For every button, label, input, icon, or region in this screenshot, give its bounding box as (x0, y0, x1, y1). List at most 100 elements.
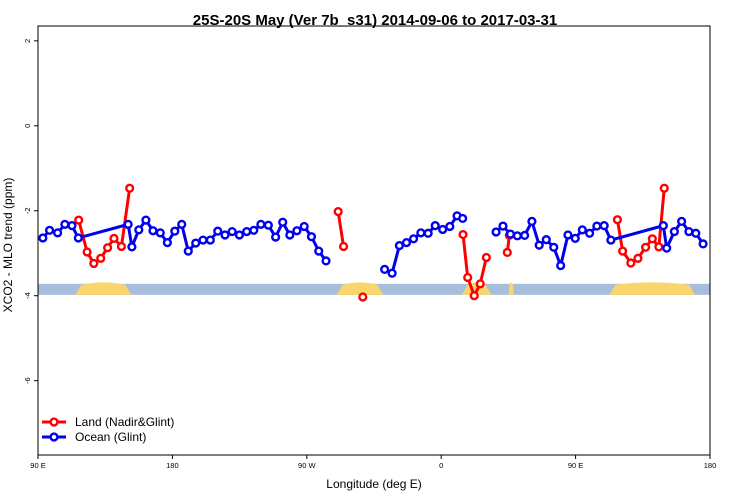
series-ocean-point (44, 225, 55, 235)
series-ocean-point (541, 235, 551, 245)
series-ocean-point (394, 240, 404, 251)
series-land-line (336, 211, 346, 247)
plot-frame (37, 25, 711, 456)
x-axis-label: Longitude (deg E) (326, 477, 421, 491)
series-ocean-point (401, 238, 412, 248)
series-land-point (74, 215, 84, 225)
series-ocean-point (556, 260, 566, 271)
legend: Land (Nadir&Glint)Ocean (Glint) (42, 415, 174, 444)
series-land-point (463, 272, 473, 283)
x-tick-label: 90 W (298, 461, 316, 470)
series-land-point (96, 253, 106, 263)
series-land-point (654, 242, 664, 252)
series-ocean-point (73, 233, 83, 243)
series-ocean-point (423, 228, 433, 238)
series-ocean-point (527, 216, 537, 226)
series-ocean-point (148, 226, 158, 236)
series-ocean-point (662, 243, 672, 253)
y-tick-label: -6 (23, 377, 32, 384)
series-land-point (659, 183, 669, 193)
x-tick-label: 0 (439, 461, 443, 470)
series-ocean-point (380, 264, 390, 274)
series-ocean-point (584, 228, 595, 238)
series-ocean-point (38, 233, 48, 243)
series-land-point (333, 207, 343, 217)
series-ocean-point (314, 246, 324, 256)
legend-ocean-label: Ocean (Glint) (75, 430, 146, 444)
series-land-point (338, 241, 349, 252)
series-ocean-point (669, 226, 679, 237)
series-ocean-point (278, 217, 288, 227)
series-land-point (125, 183, 135, 193)
series-land-point (116, 241, 127, 252)
series-land-point (647, 234, 657, 244)
series-ocean-point (177, 219, 187, 229)
land-band-segment (508, 282, 514, 295)
series-land-point (458, 229, 468, 240)
series-ocean-point (445, 221, 455, 232)
series-ocean-point (321, 256, 331, 266)
y-axis: 2 0 -2 -4 -6 (23, 39, 38, 384)
series-ocean-point (606, 235, 616, 245)
x-tick-label: 180 (704, 461, 717, 470)
legend-land-label: Land (Nadir&Glint) (75, 415, 174, 429)
y-tick-label: 0 (23, 124, 32, 128)
series-layer (38, 183, 708, 302)
series-ocean-point (408, 234, 419, 244)
series-ocean-point (205, 235, 215, 245)
x-tick-label: 90 E (30, 461, 45, 470)
series-ocean-point (170, 226, 180, 236)
series-ocean-point (292, 226, 302, 236)
series-ocean-point (677, 216, 687, 226)
series-land-point (103, 243, 113, 253)
series-ocean-point (438, 224, 448, 235)
series-land-point (502, 247, 512, 257)
x-tick-label: 90 E (568, 461, 583, 470)
series-ocean-point (155, 228, 165, 238)
series-ocean-point (242, 226, 252, 237)
series-ocean-point (220, 230, 230, 240)
series-ocean-point (162, 238, 172, 248)
series-ocean-point (60, 219, 70, 229)
series-ocean-point (498, 221, 508, 231)
series-ocean-point (458, 213, 468, 224)
series-ocean-point (123, 219, 133, 229)
series-ocean-point (213, 226, 223, 236)
y-tick-label: -4 (23, 292, 32, 299)
series-land-point (640, 242, 651, 252)
y-tick-label: 2 (23, 39, 32, 43)
series-ocean-point (491, 227, 501, 237)
series-ocean-point (549, 242, 559, 252)
x-tick-label: 180 (166, 461, 179, 470)
series-ocean-point (191, 238, 201, 248)
series-ocean-point (691, 228, 701, 238)
series-ocean-point (306, 232, 317, 242)
series-land-point (109, 233, 119, 243)
series-ocean-point (563, 230, 573, 240)
series-ocean-point (299, 221, 309, 232)
series-ocean-point (256, 219, 266, 229)
y-axis-label: XCO2 - MLO trend (ppm) (1, 178, 15, 313)
land-ocean-band (38, 282, 710, 295)
chart-title: 25S-20S May (Ver 7b_s31) 2014-09-06 to 2… (193, 12, 557, 29)
series-land-point (618, 246, 628, 256)
legend-land-marker (49, 417, 59, 427)
land-band-segment (336, 282, 384, 295)
series-ocean-point (198, 235, 208, 245)
series-ocean-point (658, 221, 668, 231)
series-ocean-point (141, 215, 151, 225)
series-ocean-point (183, 246, 193, 256)
series-ocean-point (599, 221, 609, 231)
series-ocean-point (127, 242, 137, 252)
series-ocean-point (227, 226, 237, 237)
series-ocean-point (234, 230, 245, 240)
series-ocean-point (52, 228, 63, 238)
series-ocean-point (416, 228, 426, 238)
series-land-point (481, 252, 491, 263)
series-land-point (633, 253, 643, 263)
series-ocean-point (512, 231, 522, 241)
y-tick-label: -2 (23, 207, 32, 214)
land-band-segment (609, 282, 696, 295)
x-axis: 90 E 180 90 W 0 90 E 180 (30, 455, 716, 470)
series-land-point (475, 279, 485, 289)
